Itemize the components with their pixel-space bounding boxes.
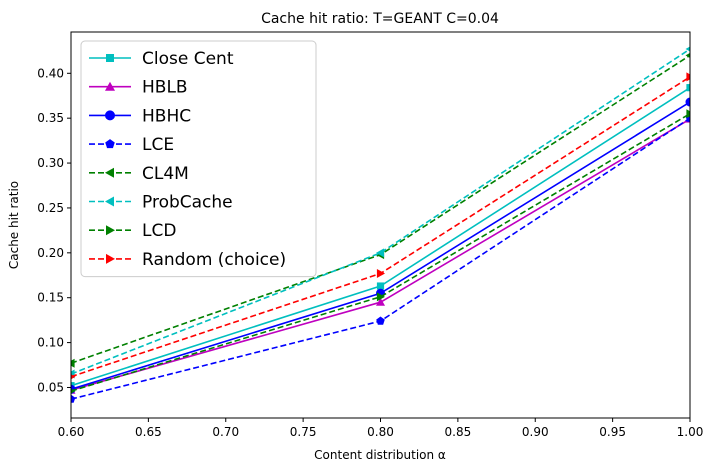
x-tick-label: 0.90 (522, 425, 549, 439)
legend-marker-close-cent (106, 54, 114, 62)
data-point-lce (71, 394, 76, 403)
data-point-close-cent (686, 84, 690, 92)
data-point-probcache (376, 248, 385, 258)
legend-entry-hblb: HBLB (89, 78, 188, 98)
legend-box (80, 40, 317, 278)
legend-marker-cl4m (105, 167, 114, 178)
legend-marker-hblb (105, 81, 115, 91)
legend-label-probcache: ProbCache (142, 193, 233, 213)
series-line-lcd (71, 113, 690, 392)
data-point-lcd (71, 388, 76, 394)
x-tick-label: 0.65 (135, 425, 162, 439)
legend-label-hblb: HBLB (142, 78, 188, 98)
legend-label-close-cent: Close Cent (142, 49, 234, 69)
x-tick-label: 0.60 (58, 425, 85, 439)
x-tick-label: 0.70 (212, 425, 239, 439)
series-random-choice (71, 72, 690, 380)
legend-marker-lce (105, 139, 115, 149)
legend-label-hbhc: HBHC (142, 106, 191, 126)
y-tick-label: 0.25 (37, 201, 64, 215)
legend-marker-lcd (106, 225, 115, 236)
y-tick-label: 0.05 (37, 380, 64, 394)
legend-entry-hbhc: HBHC (89, 106, 191, 126)
series-layer (71, 46, 690, 403)
data-point-hblb (376, 297, 385, 306)
data-point-random-choice (71, 374, 76, 380)
y-tick-label: 0.40 (37, 66, 64, 80)
data-point-cl4m (685, 52, 690, 58)
legend-marker-probcache (105, 196, 114, 207)
legend-entry-random-choice: Random (choice) (89, 250, 286, 270)
legend: Close Cent HBLB HBHC LCE CL4M ProbCache LCD Ran… (80, 40, 317, 278)
legend-label-lcd: LCD (142, 221, 176, 241)
data-point-random-choice (686, 72, 690, 82)
data-point-cl4m (71, 358, 75, 368)
x-tick-label: 1.00 (677, 425, 704, 439)
legend-label-random-choice: Random (choice) (142, 250, 286, 270)
x-tick-label: 0.95 (599, 425, 626, 439)
legend-marker-hbhc (105, 110, 115, 121)
data-point-close-cent (376, 282, 385, 290)
y-tick-label: 0.35 (37, 111, 64, 125)
data-point-lce (376, 316, 385, 325)
x-tick-label: 0.85 (445, 425, 472, 439)
legend-entry-lce: LCE (89, 135, 174, 155)
y-axis-label: Cache hit ratio (7, 181, 21, 269)
data-point-lcd (376, 292, 385, 302)
x-tick-label: 0.75 (290, 425, 317, 439)
x-tick-label: 0.80 (367, 425, 394, 439)
legend-entry-close-cent: Close Cent (89, 49, 234, 69)
data-point-hbhc (685, 97, 690, 107)
y-tick-label: 0.10 (37, 336, 64, 350)
legend-label-cl4m: CL4M (142, 164, 189, 184)
x-axis-label: Content distribution α (314, 448, 446, 462)
legend-marker-random-choice (106, 253, 115, 264)
legend-label-lce: LCE (142, 135, 174, 155)
y-tick-label: 0.20 (37, 246, 64, 260)
data-point-random-choice (376, 268, 385, 278)
y-tick-label: 0.15 (37, 291, 64, 305)
legend-entry-probcache: ProbCache (89, 193, 233, 213)
legend-entry-lcd: LCD (89, 221, 176, 241)
series-lcd (71, 109, 690, 394)
series-line-probcache (71, 48, 690, 375)
data-point-probcache (685, 46, 690, 52)
data-point-lcd (686, 109, 690, 119)
y-tick-label: 0.30 (37, 156, 64, 170)
legend-entry-cl4m: CL4M (89, 164, 189, 184)
axes-layer: 0.60 0.65 0.70 0.75 0.80 0.85 0.90 0.95 1.00 0.05… (37, 31, 704, 439)
chart-title: Cache hit ratio: T=GEANT C=0.04 (261, 11, 499, 27)
